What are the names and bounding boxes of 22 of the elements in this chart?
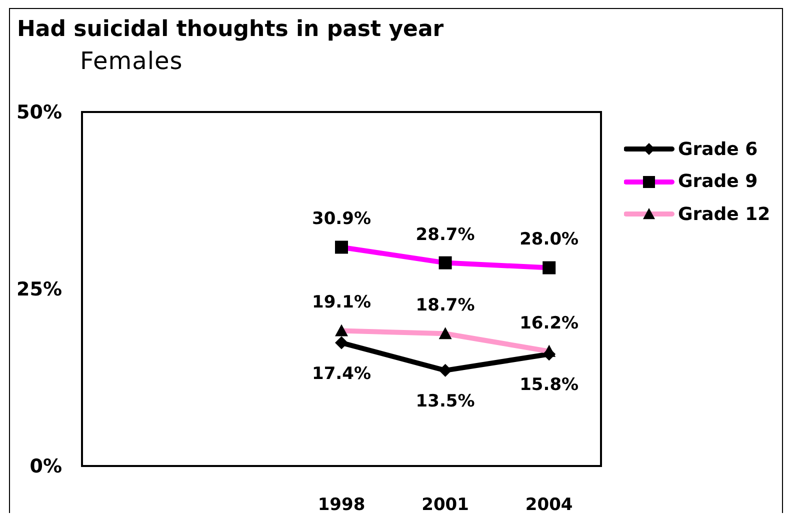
- y-tick-label: 0%: [30, 456, 62, 478]
- x-tick-label: 2001: [422, 494, 469, 515]
- x-tick-label: 1998: [318, 494, 366, 515]
- chart-subtitle: Females: [80, 47, 183, 75]
- legend-label: Grade 12: [678, 204, 770, 225]
- point: [335, 336, 348, 350]
- chart-title: Had suicidal thoughts in past year: [17, 17, 444, 42]
- data-label: 13.5%: [416, 391, 475, 412]
- data-label: 19.1%: [312, 292, 371, 313]
- legend-label: Grade 9: [678, 171, 758, 192]
- data-label: 28.0%: [520, 230, 579, 250]
- point: [438, 364, 452, 377]
- y-tick-label: 25%: [16, 278, 62, 301]
- data-label: 18.7%: [416, 296, 475, 316]
- data-label: 17.4%: [312, 364, 371, 384]
- x-tick-label: 2004: [525, 494, 573, 515]
- data-label: 15.8%: [520, 375, 579, 396]
- data-label: 28.7%: [416, 224, 475, 245]
- data-label: 30.9%: [312, 209, 371, 230]
- y-tick-label: 50%: [16, 102, 62, 124]
- data-label: 16.2%: [520, 313, 579, 334]
- legend-label: Grade 6: [678, 138, 758, 160]
